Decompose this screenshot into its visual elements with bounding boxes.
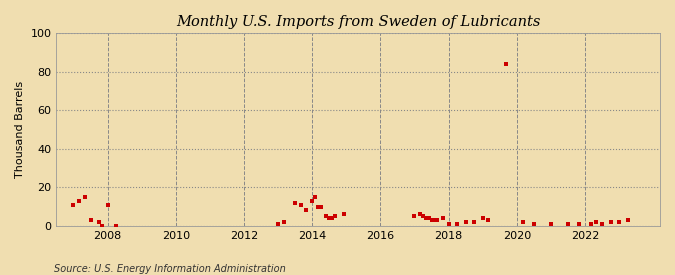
Point — [315, 204, 326, 209]
Point — [273, 222, 284, 226]
Point — [500, 62, 511, 66]
Point — [460, 220, 471, 224]
Point — [622, 218, 633, 222]
Point — [468, 220, 479, 224]
Point — [338, 212, 349, 216]
Point — [597, 222, 608, 226]
Point — [313, 204, 323, 209]
Point — [574, 222, 585, 226]
Point — [477, 216, 488, 220]
Point — [591, 220, 601, 224]
Point — [605, 220, 616, 224]
Point — [409, 214, 420, 218]
Point — [102, 202, 113, 207]
Point — [452, 222, 462, 226]
Title: Monthly U.S. Imports from Sweden of Lubricants: Monthly U.S. Imports from Sweden of Lubr… — [176, 15, 541, 29]
Point — [423, 216, 434, 220]
Point — [329, 214, 340, 218]
Point — [97, 224, 107, 228]
Point — [529, 222, 539, 226]
Point — [306, 199, 317, 203]
Point — [562, 222, 573, 226]
Text: Source: U.S. Energy Information Administration: Source: U.S. Energy Information Administ… — [54, 264, 286, 274]
Point — [296, 202, 306, 207]
Point — [418, 214, 429, 218]
Point — [74, 199, 84, 203]
Point — [443, 222, 454, 226]
Point — [415, 212, 426, 216]
Y-axis label: Thousand Barrels: Thousand Barrels — [15, 81, 25, 178]
Point — [437, 216, 448, 220]
Point — [324, 216, 335, 220]
Point — [80, 195, 90, 199]
Point — [68, 202, 79, 207]
Point — [85, 218, 96, 222]
Point — [517, 220, 528, 224]
Point — [94, 220, 105, 224]
Point — [545, 222, 556, 226]
Point — [321, 214, 332, 218]
Point — [432, 218, 443, 222]
Point — [483, 218, 494, 222]
Point — [279, 220, 290, 224]
Point — [585, 222, 596, 226]
Point — [426, 218, 437, 222]
Point — [290, 200, 300, 205]
Point — [301, 208, 312, 213]
Point — [310, 195, 321, 199]
Point — [614, 220, 624, 224]
Point — [429, 218, 439, 222]
Point — [111, 224, 122, 228]
Point — [327, 216, 338, 220]
Point — [421, 216, 431, 220]
